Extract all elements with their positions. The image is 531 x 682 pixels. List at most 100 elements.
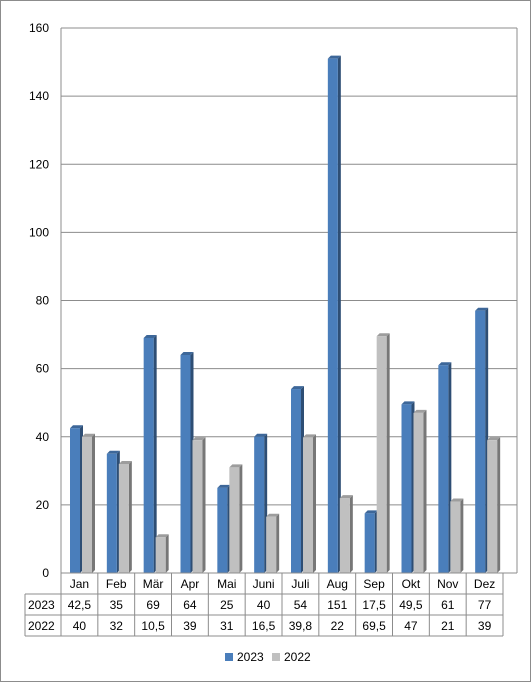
bar-2023-Okt: [401, 401, 415, 573]
table-value-label: 39: [478, 619, 492, 633]
bar-top: [106, 450, 120, 454]
y-tick-label: 100: [29, 225, 49, 239]
bar-top: [266, 513, 280, 517]
table-value-label: 69: [146, 598, 160, 612]
bar-side: [128, 461, 132, 573]
bar-top: [376, 333, 390, 337]
y-tick-label: 40: [36, 430, 50, 444]
bar-2022-Juli: [303, 434, 316, 573]
bar-2022-Jan: [82, 433, 95, 573]
bar-front: [339, 498, 350, 573]
y-tick-label: 160: [29, 21, 49, 35]
x-category-label: Apr: [181, 577, 200, 591]
y-tick-label: 20: [36, 498, 50, 512]
table-value-label: 21: [441, 619, 455, 633]
bar-front: [401, 404, 412, 573]
bar-2023-Sep: [364, 510, 378, 573]
bar-side: [349, 495, 353, 573]
bar-2022-Aug: [339, 495, 353, 573]
table-value-label: 35: [110, 598, 124, 612]
table-value-label: 61: [441, 598, 455, 612]
table-value-label: 47: [404, 619, 418, 633]
x-category-label: Okt: [402, 577, 421, 591]
bar-side: [165, 534, 169, 573]
bar-2022-Okt: [413, 409, 427, 573]
bar-side: [92, 433, 95, 573]
bar-top: [118, 461, 132, 464]
grid-lines: [60, 27, 518, 574]
bar-2023-Aug: [327, 55, 341, 573]
x-category-label: Sep: [363, 577, 385, 591]
bar-top: [401, 401, 415, 405]
bar-2023-Juli: [291, 386, 304, 573]
bar-2023-Apr: [180, 352, 194, 573]
x-category-label: Nov: [437, 577, 458, 591]
bar-front: [217, 487, 228, 573]
bar-front: [70, 428, 80, 573]
bar-front: [364, 513, 375, 573]
bar-2023-Mai: [217, 484, 231, 573]
bar-front: [291, 389, 301, 573]
bar-top: [327, 55, 341, 59]
legend-swatch-2023: [225, 653, 233, 661]
bar-front: [413, 412, 424, 573]
bar-front: [475, 310, 486, 573]
bar-top: [303, 434, 316, 438]
y-tick-label: 140: [29, 89, 49, 103]
bar-2023-Jan: [70, 425, 83, 573]
y-tick-label: 80: [36, 294, 50, 308]
legend-label-2022: 2022: [284, 650, 311, 664]
bar-side: [460, 498, 464, 573]
table-value-label: 64: [183, 598, 197, 612]
x-category-label: Feb: [106, 577, 127, 591]
table-value-label: 31: [220, 619, 234, 633]
bar-side: [202, 437, 206, 573]
bar-front: [229, 467, 240, 573]
table-value-label: 151: [327, 598, 347, 612]
bar-top: [475, 307, 489, 311]
bar-top: [155, 534, 169, 538]
table-value-label: 40: [257, 598, 271, 612]
bar-2022-Mär: [155, 534, 169, 573]
x-category-label: Mai: [217, 577, 236, 591]
bar-front: [450, 501, 461, 573]
bar-front: [155, 537, 166, 573]
bar-side: [153, 334, 157, 573]
table-value-label: 25: [220, 598, 234, 612]
bar-2022-Feb: [118, 461, 132, 573]
bar-side: [423, 409, 427, 573]
x-category-label: Aug: [327, 577, 348, 591]
bar-top: [254, 433, 268, 437]
y-axis-tick-labels: 0 20 40 60 80 100 120 140 160: [29, 21, 49, 580]
bar-front: [82, 436, 92, 573]
table-value-label: 42,5: [68, 598, 92, 612]
bar-2022-Sep: [376, 333, 390, 573]
bar-front: [487, 440, 498, 573]
bar-top: [82, 433, 95, 437]
bar-front: [303, 437, 313, 573]
data-table: Jan Feb Mär Apr Mai Juni Juli Aug Sep Okt Nov Dez 20…: [24, 572, 504, 637]
bar-side: [497, 437, 501, 573]
table-value-label: 17,5: [362, 598, 386, 612]
table-value-label: 39: [183, 619, 197, 633]
bar-front: [376, 336, 387, 573]
bar-top: [217, 484, 231, 488]
legend-swatch-2022: [272, 653, 280, 661]
table-value-label: 10,5: [141, 619, 165, 633]
bar-top: [70, 425, 83, 429]
bar-front: [438, 365, 449, 573]
bar-2023-Dez: [475, 307, 489, 573]
bar-2023-Mär: [143, 334, 157, 573]
bar-top: [192, 437, 206, 441]
bar-front: [143, 337, 154, 573]
bar-2022-Apr: [192, 437, 206, 573]
table-value-label: 32: [110, 619, 124, 633]
table-series-name: 2022: [28, 619, 55, 633]
bar-top: [143, 334, 157, 338]
bar-top: [339, 495, 353, 499]
table-value-label: 54: [294, 598, 308, 612]
bar-front: [266, 516, 277, 573]
table-value-label: 77: [478, 598, 492, 612]
y-tick-label: 0: [42, 566, 49, 580]
